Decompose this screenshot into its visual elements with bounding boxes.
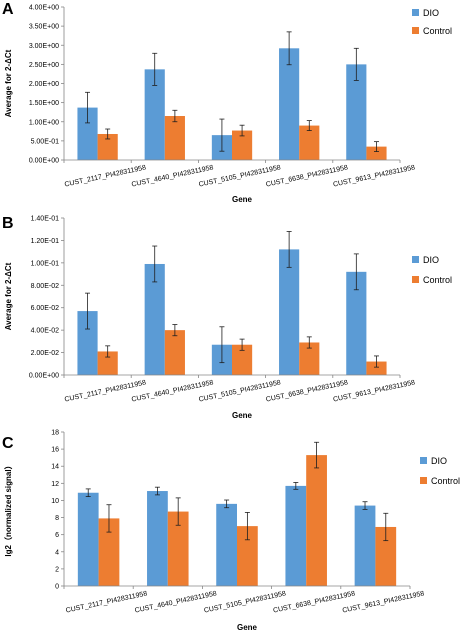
- bar-control-5: [366, 361, 387, 375]
- y-tick-label: 4: [55, 549, 59, 556]
- x-axis: CUST_2117_PI428311958CUST_4640_PI4283119…: [63, 159, 416, 189]
- bar-control-2: [164, 330, 185, 375]
- bar-dio-4: [285, 485, 307, 586]
- y-axis: 0.00E+00 5.00E-01 1.00E+00 1.50E+00 2.00E+00…: [29, 5, 65, 165]
- plot-area: [77, 441, 397, 586]
- legend-swatch-control: [412, 27, 419, 34]
- y-tick-label: 0.00E+00: [29, 373, 59, 380]
- y-tick-label: 1.40E-01: [31, 216, 60, 223]
- y-tick-label: 2: [55, 566, 59, 573]
- y-tick-label: 8: [55, 515, 59, 522]
- bar-dio-4: [279, 249, 300, 375]
- y-tick-label: 8.00E-02: [31, 283, 60, 290]
- y-tick-label: 5.00E-01: [31, 138, 60, 145]
- bar-dio-1: [77, 492, 99, 586]
- y-tick-label: 6: [55, 532, 59, 539]
- legend-label-dio: DIO: [423, 255, 439, 265]
- legend-swatch-dio: [412, 256, 419, 263]
- bar-control-5: [375, 526, 397, 586]
- plot-area: [77, 31, 387, 161]
- y-tick-label: 1.20E-01: [31, 238, 60, 245]
- x-axis: CUST_2117_PI428311958CUST_4640_PI4283119…: [63, 374, 416, 404]
- y-tick-label: 1.00E+00: [29, 119, 59, 126]
- y-tick-label: 3.50E+00: [29, 24, 59, 31]
- bar-dio-1: [77, 311, 98, 375]
- plot-area: [77, 231, 387, 375]
- x-axis: CUST_2117_PI428311958CUST_4640_PI4283119…: [63, 585, 425, 615]
- x-axis-title: Gene: [237, 623, 258, 632]
- bar-dio-5: [354, 505, 376, 586]
- bar-control-2: [167, 511, 189, 586]
- legend-swatch-dio: [412, 9, 419, 16]
- y-tick-label: 1.50E+00: [29, 100, 59, 107]
- bar-control-4: [299, 125, 320, 160]
- bar-control-1: [98, 518, 120, 586]
- bar-control-2: [164, 116, 185, 160]
- bar-dio-5: [346, 271, 367, 375]
- legend: DIO Control: [420, 456, 460, 486]
- bar-control-5: [366, 146, 387, 160]
- y-tick-label: 10: [51, 498, 59, 505]
- legend-swatch-control: [412, 276, 419, 283]
- y-axis-title: Average for 2-ΔCt: [4, 262, 13, 330]
- y-tick-label: 14: [51, 464, 59, 471]
- panel-letter: A: [2, 1, 14, 18]
- y-tick-label: 2.00E+00: [29, 81, 59, 88]
- legend-swatch-dio: [420, 457, 427, 464]
- y-tick-label: 2.50E+00: [29, 62, 59, 69]
- legend: DIO Control: [412, 255, 452, 285]
- legend-label-control: Control: [423, 275, 452, 285]
- legend-label-dio: DIO: [431, 456, 447, 466]
- legend: DIO Control: [412, 8, 452, 36]
- legend-label-control: Control: [423, 26, 452, 36]
- y-tick-label: 0: [55, 584, 59, 591]
- bar-control-1: [97, 351, 118, 375]
- bar-control-3: [232, 344, 253, 375]
- bar-dio-1: [77, 107, 98, 160]
- legend-label-control: Control: [431, 476, 460, 486]
- panel-letter: B: [2, 215, 14, 232]
- bar-dio-4: [279, 48, 300, 161]
- legend-label-dio: DIO: [423, 8, 439, 18]
- y-tick-label: 4.00E-02: [31, 328, 60, 335]
- bar-dio-2: [144, 263, 165, 375]
- bar-control-1: [97, 133, 118, 160]
- y-tick-label: 3.00E+00: [29, 43, 59, 50]
- bar-dio-5: [346, 64, 367, 160]
- bar-dio-2: [147, 491, 168, 586]
- bar-control-3: [232, 130, 253, 160]
- y-tick-label: 1.00E-01: [31, 260, 60, 267]
- y-tick-label: 2.00E-02: [31, 350, 60, 357]
- y-tick-label: 0.00E+00: [29, 158, 59, 165]
- bar-dio-2: [144, 69, 165, 160]
- y-tick-label: 16: [51, 447, 59, 454]
- x-axis-title: Gene: [232, 411, 253, 420]
- bar-control-4: [306, 455, 327, 586]
- y-axis: 0.00E+00 2.00E-02 4.00E-02 6.00E-02 8.00E-02…: [29, 216, 65, 380]
- chart-panel-c: C 0 2 4 6 8 10 12 14 16 18 CUST_2117_PI428311958C…: [2, 430, 460, 633]
- y-tick-label: 18: [51, 430, 59, 437]
- chart-panel-a: A 0.00E+00 5.00E-01 1.00E+00 1.50E+00 2.00E+…: [2, 1, 452, 204]
- legend-swatch-control: [420, 477, 427, 484]
- y-axis-title: lg2（normalized signal）: [3, 461, 13, 556]
- y-tick-label: 12: [51, 481, 59, 488]
- y-axis: 0 2 4 6 8 10 12 14 16 18: [51, 430, 65, 591]
- y-tick-label: 4.00E+00: [29, 5, 59, 12]
- bar-control-4: [299, 342, 320, 375]
- panel-letter: C: [2, 435, 14, 452]
- bar-dio-3: [216, 503, 237, 586]
- bar-control-3: [237, 526, 258, 586]
- x-axis-title: Gene: [232, 195, 253, 204]
- y-tick-label: 6.00E-02: [31, 305, 60, 312]
- y-axis-title: Average for 2-ΔCt: [4, 49, 13, 117]
- chart-panel-b: B 0.00E+00 2.00E-02 4.00E-02 6.00E-02 8.00E-…: [2, 215, 452, 420]
